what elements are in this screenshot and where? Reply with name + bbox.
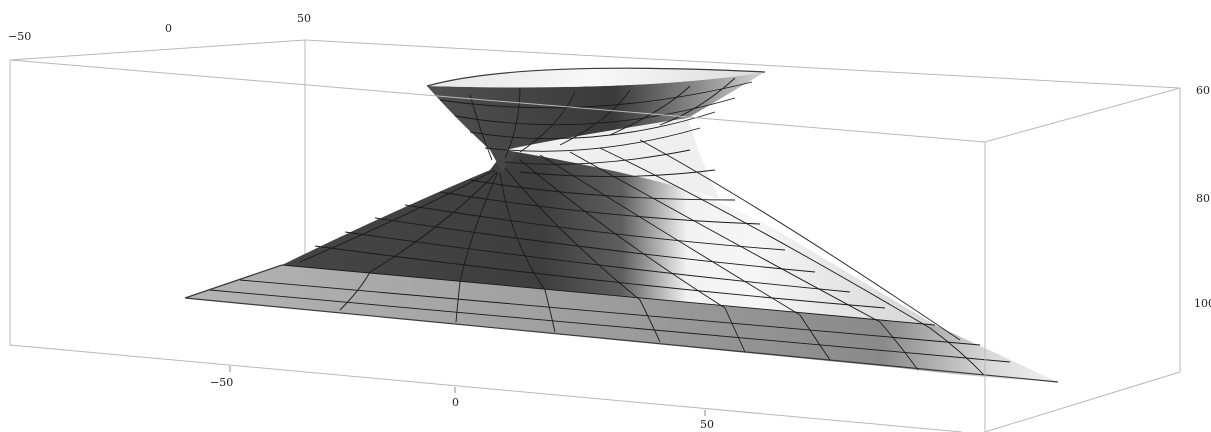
front-tick-50: 50 [700, 418, 714, 431]
right-tick-80: 80 [1196, 192, 1210, 205]
surface-upper-opening [427, 68, 765, 88]
bounding-box-front [9, 59, 1181, 432]
surface-mesh-meridians [299, 77, 986, 377]
right-tick-100: 100 [1194, 297, 1211, 310]
back-tick-0: 0 [165, 22, 172, 35]
surface-waist-light [505, 118, 720, 200]
right-tick-60: 60 [1196, 84, 1210, 97]
bounding-box-back [9, 39, 1181, 290]
back-tick-neg50: −50 [8, 30, 31, 43]
surface-lower-cone [282, 150, 935, 325]
surface-rims [184, 67, 1059, 383]
front-tick-0: 0 [452, 396, 459, 409]
front-tick-neg50: −50 [210, 376, 233, 389]
back-tick-50: 50 [297, 12, 311, 25]
front-axis-ticks-marks [229, 366, 706, 416]
